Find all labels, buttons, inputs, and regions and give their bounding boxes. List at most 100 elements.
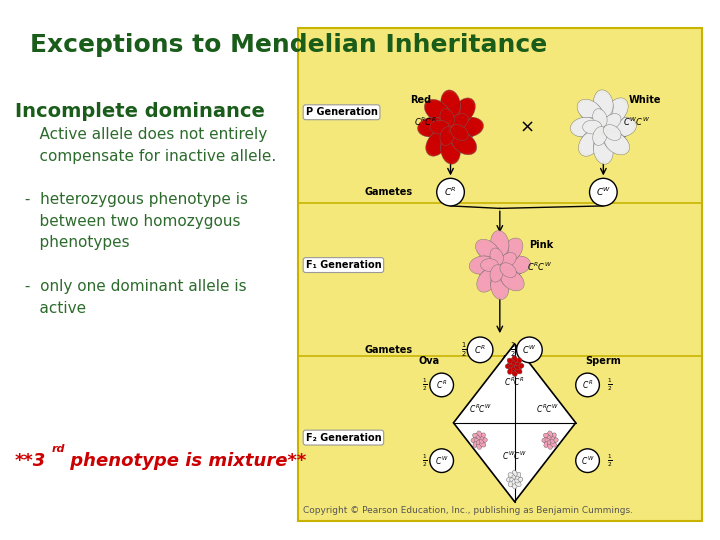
Ellipse shape bbox=[593, 109, 607, 127]
Text: compensate for inactive allele.: compensate for inactive allele. bbox=[19, 148, 276, 164]
Ellipse shape bbox=[418, 117, 445, 137]
Ellipse shape bbox=[515, 358, 521, 366]
Circle shape bbox=[576, 373, 599, 397]
Ellipse shape bbox=[420, 117, 447, 137]
Ellipse shape bbox=[577, 99, 602, 122]
Ellipse shape bbox=[552, 438, 558, 443]
Ellipse shape bbox=[512, 368, 518, 376]
Circle shape bbox=[430, 449, 454, 472]
Text: $C^R$: $C^R$ bbox=[436, 379, 447, 391]
Text: $\frac{1}{2}$: $\frac{1}{2}$ bbox=[510, 341, 516, 359]
Ellipse shape bbox=[441, 134, 460, 162]
Ellipse shape bbox=[550, 442, 557, 447]
Ellipse shape bbox=[506, 477, 513, 482]
Ellipse shape bbox=[512, 355, 518, 363]
Ellipse shape bbox=[512, 480, 516, 484]
Ellipse shape bbox=[512, 482, 517, 488]
Ellipse shape bbox=[480, 437, 484, 441]
Ellipse shape bbox=[516, 363, 523, 369]
Ellipse shape bbox=[480, 442, 486, 447]
Ellipse shape bbox=[501, 240, 521, 263]
Ellipse shape bbox=[593, 92, 613, 120]
Ellipse shape bbox=[480, 433, 485, 439]
Ellipse shape bbox=[593, 90, 613, 117]
Ellipse shape bbox=[515, 362, 520, 367]
Ellipse shape bbox=[451, 99, 474, 125]
Ellipse shape bbox=[474, 438, 479, 442]
Ellipse shape bbox=[441, 137, 460, 164]
Text: phenotypes: phenotypes bbox=[19, 235, 130, 251]
Ellipse shape bbox=[505, 363, 513, 369]
Ellipse shape bbox=[582, 120, 602, 134]
Text: $\frac{1}{2}$: $\frac{1}{2}$ bbox=[422, 377, 428, 393]
Text: $C^RC^W$: $C^RC^W$ bbox=[469, 402, 492, 415]
Ellipse shape bbox=[544, 441, 550, 447]
Text: Exceptions to Mendelian Inheritance: Exceptions to Mendelian Inheritance bbox=[30, 33, 546, 57]
Ellipse shape bbox=[475, 239, 499, 260]
Ellipse shape bbox=[515, 368, 522, 374]
Ellipse shape bbox=[516, 477, 523, 482]
Text: Red: Red bbox=[410, 96, 431, 105]
Ellipse shape bbox=[469, 256, 495, 274]
Text: $C^RC^W$: $C^RC^W$ bbox=[528, 260, 553, 273]
Ellipse shape bbox=[471, 256, 496, 274]
Text: phenotype is mixture**: phenotype is mixture** bbox=[64, 453, 306, 470]
Text: between two homozygous: between two homozygous bbox=[19, 214, 240, 229]
Ellipse shape bbox=[481, 259, 498, 272]
Ellipse shape bbox=[478, 267, 499, 291]
Ellipse shape bbox=[505, 256, 531, 274]
Text: $C^W$: $C^W$ bbox=[522, 343, 536, 356]
Ellipse shape bbox=[508, 481, 514, 487]
FancyBboxPatch shape bbox=[298, 29, 702, 522]
Ellipse shape bbox=[508, 367, 514, 374]
Ellipse shape bbox=[605, 99, 627, 125]
Text: $C^W$: $C^W$ bbox=[435, 455, 449, 467]
Ellipse shape bbox=[451, 113, 468, 130]
Ellipse shape bbox=[500, 268, 523, 289]
Text: $\frac{1}{2}$: $\frac{1}{2}$ bbox=[608, 453, 613, 469]
Ellipse shape bbox=[608, 128, 629, 143]
Circle shape bbox=[576, 449, 599, 472]
Ellipse shape bbox=[450, 131, 475, 153]
Ellipse shape bbox=[542, 438, 549, 443]
Ellipse shape bbox=[500, 263, 516, 278]
Ellipse shape bbox=[490, 265, 503, 282]
Ellipse shape bbox=[427, 130, 449, 154]
Ellipse shape bbox=[544, 441, 549, 448]
Ellipse shape bbox=[544, 433, 550, 439]
Ellipse shape bbox=[451, 132, 477, 155]
Ellipse shape bbox=[516, 477, 523, 482]
Ellipse shape bbox=[603, 113, 621, 130]
Ellipse shape bbox=[501, 270, 524, 291]
Ellipse shape bbox=[512, 475, 516, 480]
Ellipse shape bbox=[607, 117, 634, 137]
Ellipse shape bbox=[508, 472, 514, 478]
Text: F₂ Generation: F₂ Generation bbox=[305, 433, 381, 443]
Ellipse shape bbox=[578, 101, 603, 123]
Ellipse shape bbox=[454, 117, 482, 137]
Ellipse shape bbox=[473, 434, 480, 439]
Ellipse shape bbox=[580, 130, 602, 154]
Ellipse shape bbox=[491, 272, 509, 298]
Ellipse shape bbox=[480, 438, 487, 443]
Circle shape bbox=[467, 337, 493, 363]
Ellipse shape bbox=[472, 438, 478, 443]
Ellipse shape bbox=[430, 120, 449, 134]
Ellipse shape bbox=[477, 431, 482, 438]
Ellipse shape bbox=[440, 109, 454, 127]
Ellipse shape bbox=[512, 366, 516, 372]
Ellipse shape bbox=[544, 434, 550, 439]
Ellipse shape bbox=[548, 431, 552, 438]
Text: Ova: Ova bbox=[419, 356, 440, 366]
Ellipse shape bbox=[550, 437, 554, 441]
Text: $C^WC^W$: $C^WC^W$ bbox=[623, 115, 650, 127]
Text: **3: **3 bbox=[15, 453, 46, 470]
Ellipse shape bbox=[515, 472, 521, 479]
Text: $\frac{1}{2}$: $\frac{1}{2}$ bbox=[608, 377, 613, 393]
Ellipse shape bbox=[510, 478, 514, 481]
Text: Pink: Pink bbox=[529, 240, 554, 250]
Ellipse shape bbox=[515, 481, 521, 486]
Ellipse shape bbox=[480, 440, 484, 443]
Ellipse shape bbox=[473, 441, 479, 447]
Text: Sperm: Sperm bbox=[585, 356, 621, 366]
